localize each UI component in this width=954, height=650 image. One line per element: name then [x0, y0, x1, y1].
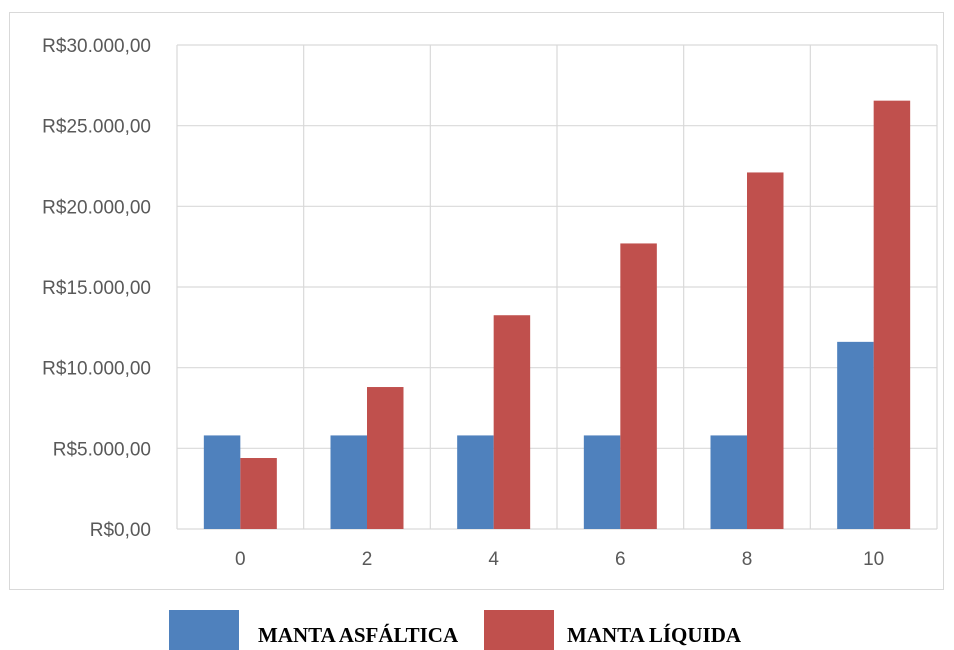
x-tick-label: 0 [235, 549, 246, 570]
x-tick-label: 2 [362, 549, 373, 570]
y-tick-label: R$25.000,00 [42, 117, 151, 138]
bar-liquida [240, 458, 277, 529]
bar-liquida [367, 387, 404, 529]
bar-liquida [747, 172, 784, 529]
bar-liquida [493, 315, 531, 529]
bar-asfaltica [583, 435, 621, 529]
bar-asfaltica [710, 435, 747, 529]
bar-asfaltica [457, 435, 494, 529]
y-tick-label: R$10.000,00 [42, 359, 151, 380]
y-axis-ticks: R$0,00 R$5.000,00 R$10.000,00 R$15.000,00 R$… [42, 36, 151, 541]
bar-liquida [620, 243, 657, 529]
bar-chart: R$0,00 R$5.000,00 R$10.000,00 R$15.000,00 R$… [42, 36, 938, 570]
x-axis-ticks: 0 2 4 6 8 10 [235, 549, 884, 570]
x-tick-label: 6 [615, 549, 626, 570]
y-tick-label: R$30.000,00 [42, 36, 151, 57]
y-tick-label: R$15.000,00 [42, 278, 151, 299]
x-tick-label: 8 [742, 549, 753, 570]
y-tick-label: R$5.000,00 [53, 439, 151, 460]
legend: MANTA ASFÁLTICA MANTA LÍQUIDA [0, 610, 954, 650]
y-tick-label: R$0,00 [90, 520, 151, 541]
x-tick-label: 4 [488, 549, 499, 570]
bars [203, 100, 911, 529]
bar-liquida [873, 100, 911, 529]
legend-label-liquida: MANTA LÍQUIDA [567, 623, 742, 647]
bar-asfaltica [330, 435, 367, 529]
bar-asfaltica [203, 435, 241, 529]
y-tick-label: R$20.000,00 [42, 197, 151, 218]
legend-swatch-asfaltica [169, 610, 239, 650]
x-tick-label: 10 [863, 549, 884, 570]
chart-frame: R$0,00 R$5.000,00 R$10.000,00 R$15.000,00 R$… [9, 12, 944, 590]
legend-swatch-liquida [484, 610, 554, 650]
bar-asfaltica [837, 341, 874, 529]
legend-label-asfaltica: MANTA ASFÁLTICA [258, 623, 459, 647]
gridlines [176, 44, 938, 530]
